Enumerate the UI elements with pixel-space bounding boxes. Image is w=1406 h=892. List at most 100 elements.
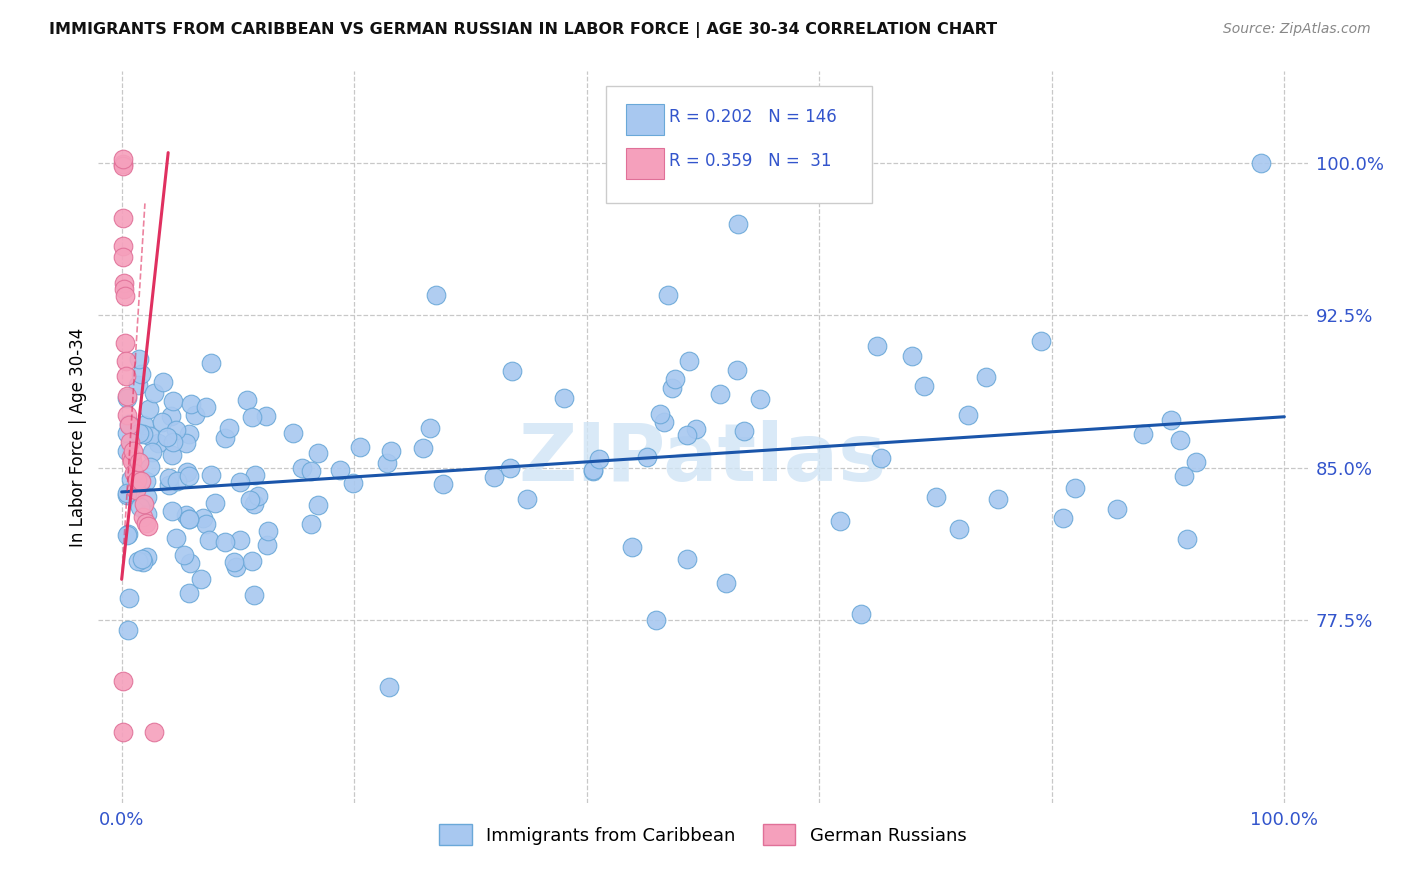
Point bbox=[709, 386, 731, 401]
Point bbox=[329, 463, 352, 477]
Point bbox=[173, 549, 195, 563]
Point bbox=[136, 549, 159, 564]
Point bbox=[117, 528, 139, 542]
Point bbox=[118, 434, 141, 449]
Point bbox=[138, 402, 160, 417]
Point bbox=[214, 431, 236, 445]
Point bbox=[139, 460, 162, 475]
Point bbox=[636, 450, 658, 465]
Point bbox=[177, 512, 200, 526]
Point bbox=[177, 586, 200, 600]
Point bbox=[143, 724, 166, 739]
Point bbox=[117, 485, 139, 500]
Point bbox=[135, 507, 157, 521]
Point bbox=[675, 552, 697, 566]
Point bbox=[150, 416, 173, 430]
Point bbox=[129, 367, 152, 381]
Point bbox=[128, 425, 150, 440]
Point bbox=[157, 471, 180, 485]
Point bbox=[117, 389, 139, 403]
Point bbox=[912, 379, 935, 393]
Point bbox=[204, 496, 226, 510]
Point bbox=[160, 504, 183, 518]
Point bbox=[501, 363, 523, 377]
Point bbox=[925, 490, 948, 504]
Point bbox=[238, 493, 260, 508]
Point bbox=[193, 511, 215, 525]
Point bbox=[1173, 468, 1195, 483]
Point bbox=[247, 489, 270, 503]
Point bbox=[375, 456, 398, 470]
Point bbox=[650, 407, 672, 421]
Point bbox=[114, 335, 136, 350]
Y-axis label: In Labor Force | Age 30-34: In Labor Force | Age 30-34 bbox=[69, 327, 87, 547]
Point bbox=[184, 408, 207, 422]
Point bbox=[553, 392, 575, 406]
Point bbox=[195, 400, 218, 414]
Point bbox=[1052, 511, 1074, 525]
Point bbox=[125, 473, 148, 487]
Text: R = 0.359   N =  31: R = 0.359 N = 31 bbox=[669, 152, 831, 169]
Point bbox=[727, 217, 749, 231]
Point bbox=[111, 239, 134, 253]
Point bbox=[138, 519, 160, 533]
Point bbox=[200, 468, 222, 483]
Point bbox=[240, 410, 263, 425]
Point bbox=[582, 462, 605, 476]
Point bbox=[115, 354, 138, 368]
Point bbox=[582, 464, 605, 478]
Point bbox=[214, 535, 236, 549]
Point bbox=[229, 475, 252, 490]
Point bbox=[177, 426, 200, 441]
Point bbox=[120, 450, 142, 464]
Point bbox=[146, 436, 169, 450]
Point bbox=[122, 443, 145, 458]
Point bbox=[139, 429, 162, 443]
Point bbox=[118, 591, 141, 605]
Point bbox=[419, 421, 441, 435]
Point bbox=[160, 409, 183, 424]
Point bbox=[291, 461, 314, 475]
Point bbox=[1160, 413, 1182, 427]
Point bbox=[179, 468, 201, 483]
Point bbox=[112, 277, 135, 291]
Point bbox=[349, 440, 371, 454]
Point bbox=[620, 541, 643, 555]
Point bbox=[957, 408, 980, 422]
Point bbox=[162, 393, 184, 408]
Point bbox=[195, 516, 218, 531]
Point bbox=[851, 607, 873, 622]
Point bbox=[141, 445, 163, 459]
Point bbox=[156, 430, 179, 444]
Point bbox=[160, 448, 183, 462]
Point bbox=[308, 446, 330, 460]
Point bbox=[242, 497, 264, 511]
Point bbox=[121, 453, 143, 467]
FancyBboxPatch shape bbox=[626, 148, 664, 179]
Point bbox=[976, 370, 998, 384]
Point bbox=[117, 417, 139, 431]
Point bbox=[112, 282, 135, 296]
Point bbox=[117, 623, 139, 637]
Point bbox=[749, 392, 772, 406]
Point bbox=[733, 425, 755, 439]
Point bbox=[142, 386, 165, 401]
Point bbox=[190, 572, 212, 586]
Point bbox=[166, 531, 188, 545]
Point bbox=[132, 498, 155, 512]
Point bbox=[664, 372, 686, 386]
Point bbox=[117, 408, 139, 422]
Point bbox=[242, 588, 264, 602]
Point bbox=[132, 555, 155, 569]
Point bbox=[118, 418, 141, 433]
Point bbox=[128, 454, 150, 468]
Point bbox=[236, 392, 259, 407]
Point bbox=[179, 512, 201, 526]
Point bbox=[157, 477, 180, 491]
Point bbox=[987, 491, 1010, 506]
Point bbox=[828, 514, 851, 528]
Point bbox=[725, 363, 748, 377]
Point bbox=[135, 516, 157, 531]
FancyBboxPatch shape bbox=[626, 104, 664, 135]
Point bbox=[657, 288, 679, 302]
